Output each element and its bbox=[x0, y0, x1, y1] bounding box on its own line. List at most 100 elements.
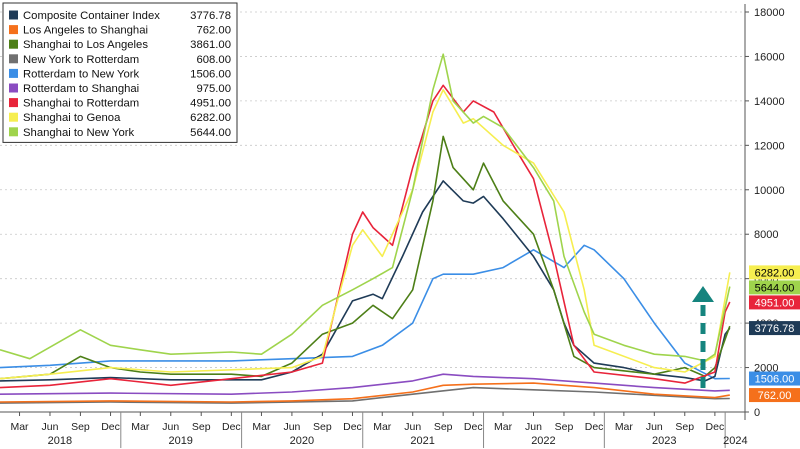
value-badge-label: 762.00 bbox=[758, 390, 792, 402]
value-badge-box bbox=[749, 388, 800, 403]
legend-series-name: New York to Rotterdam bbox=[23, 54, 139, 66]
series-line bbox=[0, 53, 731, 362]
x-tick-label: Dec bbox=[343, 421, 362, 433]
x-tick-label: Dec bbox=[222, 421, 241, 433]
x-tick-label: Jun bbox=[646, 421, 663, 433]
x-tick-label: Jun bbox=[525, 421, 542, 433]
series-line bbox=[0, 244, 730, 380]
legend-swatch bbox=[9, 25, 18, 35]
x-tick-label: Mar bbox=[131, 421, 150, 433]
arrow-head bbox=[692, 286, 714, 302]
value-badge: 4951.00 bbox=[749, 295, 800, 310]
x-year-label: 2021 bbox=[410, 435, 434, 447]
legend-series-name: Shanghai to Genoa bbox=[23, 112, 121, 124]
legend-entry: Shanghai to New York 5644.00 bbox=[9, 127, 231, 139]
series-line bbox=[0, 386, 730, 404]
value-badge-box bbox=[749, 280, 800, 295]
legend-entry: Shanghai to Los Angeles 3861.00 bbox=[9, 39, 231, 51]
legend-series-value: 3861.00 bbox=[190, 39, 231, 51]
value-badge: 5644.00 bbox=[749, 280, 800, 295]
x-year-label: 2023 bbox=[652, 435, 676, 447]
series-line bbox=[0, 84, 731, 389]
value-badge-label: 3776.78 bbox=[755, 323, 795, 335]
x-tick-label: Sep bbox=[71, 421, 90, 433]
legend-entry: Rotterdam to New York 1506.00 bbox=[9, 68, 231, 80]
series-line bbox=[0, 135, 731, 380]
legend-series-value: 762.00 bbox=[196, 25, 231, 37]
x-axis: Mar Jun Sep Dec Mar Jun Sep Dec Mar Jun Sep Dec Mar J… bbox=[0, 411, 748, 448]
legend-series-value: 5644.00 bbox=[190, 127, 231, 139]
legend-series-name: Shanghai to New York bbox=[23, 127, 135, 139]
x-tick-label: Dec bbox=[101, 421, 120, 433]
legend-swatch bbox=[9, 54, 18, 64]
x-tick-label: Sep bbox=[555, 421, 574, 433]
y-tick-label: 14000 bbox=[754, 96, 785, 108]
legend-series-name: Rotterdam to New York bbox=[23, 68, 140, 80]
legend-series-name: Los Angeles to Shanghai bbox=[23, 25, 148, 37]
x-tick-label: Dec bbox=[464, 421, 483, 433]
legend-entry: Composite Container Index 3776.78 bbox=[9, 10, 231, 22]
last-value-badges: 6282.00 5644.00 4951.00 3776.78 1506.00 762.0… bbox=[749, 265, 800, 403]
x-year-label: 2024 bbox=[723, 435, 747, 447]
legend-series-value: 6282.00 bbox=[190, 112, 231, 124]
x-tick-label: Jun bbox=[404, 421, 421, 433]
x-tick-label: Jun bbox=[162, 421, 179, 433]
legend-box bbox=[2, 2, 238, 143]
x-tick-label: Dec bbox=[706, 421, 725, 433]
series-lines bbox=[0, 53, 731, 404]
x-tick-label: Jun bbox=[42, 421, 59, 433]
y-tick-label: 12000 bbox=[754, 140, 785, 152]
x-tick-label: Mar bbox=[615, 421, 634, 433]
legend-series-name: Shanghai to Los Angeles bbox=[23, 39, 148, 51]
legend-swatch bbox=[9, 39, 18, 49]
legend-series-value: 3776.78 bbox=[190, 10, 231, 22]
legend-series-name: Composite Container Index bbox=[23, 10, 160, 22]
x-tick-label: Sep bbox=[313, 421, 332, 433]
y-tick-label: 10000 bbox=[754, 185, 785, 197]
y-tick-label: 16000 bbox=[754, 51, 785, 63]
x-tick-label: Sep bbox=[192, 421, 211, 433]
legend-entry: Shanghai to Genoa 6282.00 bbox=[9, 112, 231, 124]
x-tick-label: Mar bbox=[10, 421, 29, 433]
legend-series-value: 975.00 bbox=[196, 83, 231, 95]
x-tick-label: Jun bbox=[283, 421, 300, 433]
value-badge-box bbox=[749, 321, 800, 336]
x-year-label: 2019 bbox=[168, 435, 192, 447]
x-tick-label: Mar bbox=[252, 421, 271, 433]
x-tick-label: Sep bbox=[434, 421, 453, 433]
legend-swatch bbox=[9, 68, 18, 78]
value-badge: 3776.78 bbox=[749, 321, 800, 336]
legend-entry: Shanghai to Rotterdam 4951.00 bbox=[9, 98, 231, 110]
legend-entry: Rotterdam to Shanghai 975.00 bbox=[9, 83, 231, 95]
value-badge-box bbox=[749, 371, 800, 386]
value-badge: 6282.00 bbox=[749, 265, 800, 280]
x-tick-label: Mar bbox=[494, 421, 513, 433]
x-year-label: 2022 bbox=[531, 435, 555, 447]
series-line bbox=[0, 373, 730, 395]
legend-series-value: 4951.00 bbox=[190, 98, 231, 110]
legend-swatch bbox=[9, 98, 18, 108]
legend-swatch bbox=[9, 112, 18, 122]
value-badge-box bbox=[749, 265, 800, 280]
legend-swatch bbox=[9, 83, 18, 93]
value-badge-label: 5644.00 bbox=[755, 282, 795, 294]
value-badge: 762.00 bbox=[749, 388, 800, 403]
y-tick-label: 8000 bbox=[754, 229, 778, 241]
series-line bbox=[0, 382, 730, 403]
legend-series-value: 608.00 bbox=[196, 54, 231, 66]
y-tick-label: 18000 bbox=[754, 7, 785, 19]
series-line bbox=[0, 180, 731, 382]
legend-entry: New York to Rotterdam 608.00 bbox=[9, 54, 231, 66]
value-badge: 1506.00 bbox=[749, 371, 800, 386]
legend-swatch bbox=[9, 127, 18, 137]
legend-entry: Los Angeles to Shanghai 762.00 bbox=[9, 25, 231, 37]
value-badge-label: 4951.00 bbox=[755, 297, 795, 309]
x-tick-label: Mar bbox=[373, 421, 392, 433]
legend: Composite Container Index 3776.78 Los Ange… bbox=[2, 2, 238, 143]
value-badge-label: 6282.00 bbox=[755, 267, 795, 279]
x-year-label: 2018 bbox=[48, 435, 72, 447]
x-tick-label: Dec bbox=[585, 421, 604, 433]
y-tick-label: 0 bbox=[754, 407, 760, 419]
legend-series-name: Shanghai to Rotterdam bbox=[23, 98, 139, 110]
